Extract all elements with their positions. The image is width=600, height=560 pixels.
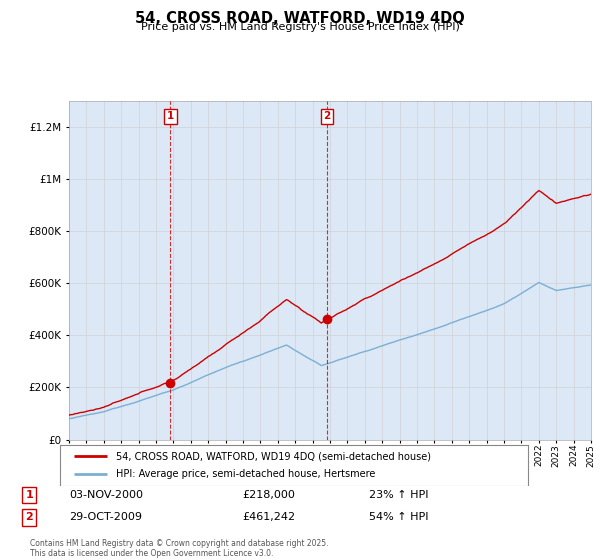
Text: 1: 1	[167, 111, 174, 122]
Text: 03-NOV-2000: 03-NOV-2000	[70, 490, 143, 500]
Text: Contains HM Land Registry data © Crown copyright and database right 2025.
This d: Contains HM Land Registry data © Crown c…	[30, 539, 329, 558]
Text: Price paid vs. HM Land Registry's House Price Index (HPI): Price paid vs. HM Land Registry's House …	[140, 22, 460, 32]
Bar	[170, 101, 327, 440]
Text: £218,000: £218,000	[242, 490, 295, 500]
Text: 54, CROSS ROAD, WATFORD, WD19 4DQ: 54, CROSS ROAD, WATFORD, WD19 4DQ	[135, 11, 465, 26]
Text: 54, CROSS ROAD, WATFORD, WD19 4DQ (semi-detached house): 54, CROSS ROAD, WATFORD, WD19 4DQ (semi-…	[116, 451, 431, 461]
Text: 1: 1	[25, 490, 33, 500]
Text: 23% ↑ HPI: 23% ↑ HPI	[369, 490, 428, 500]
Text: 29-OCT-2009: 29-OCT-2009	[70, 512, 143, 522]
Text: 2: 2	[25, 512, 33, 522]
Text: £461,242: £461,242	[242, 512, 296, 522]
Text: 2: 2	[323, 111, 331, 122]
Text: 54% ↑ HPI: 54% ↑ HPI	[369, 512, 428, 522]
Text: HPI: Average price, semi-detached house, Hertsmere: HPI: Average price, semi-detached house,…	[116, 469, 376, 479]
